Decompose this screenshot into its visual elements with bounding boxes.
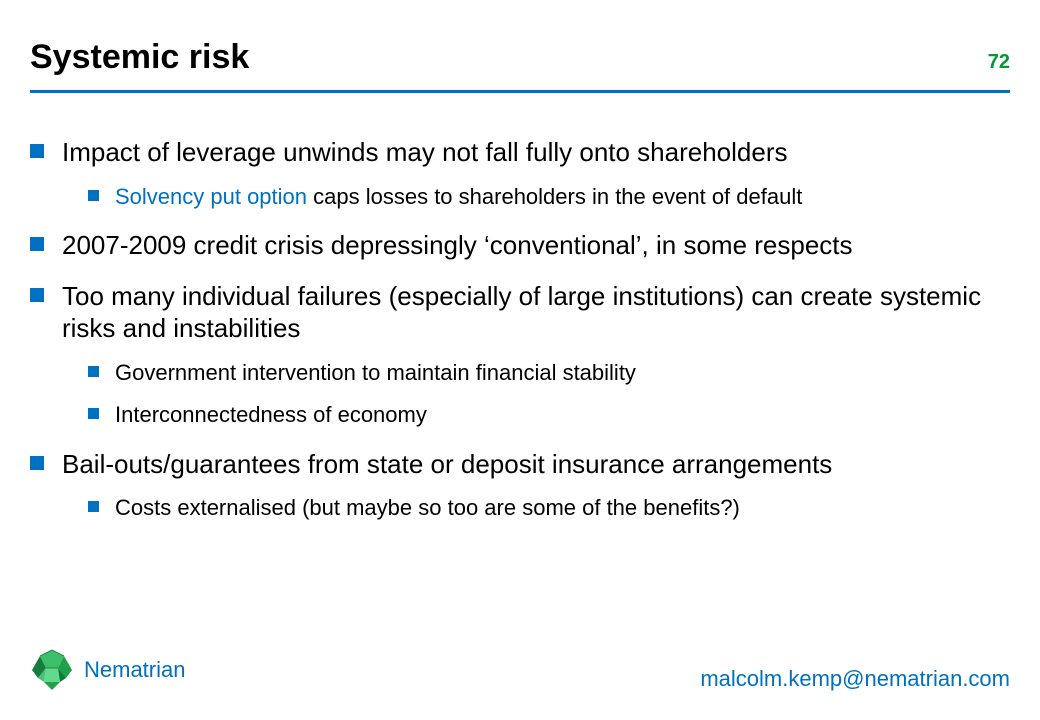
square-bullet-icon — [30, 456, 44, 470]
bullet-text: 2007-2009 credit crisis depressingly ‘co… — [62, 229, 853, 262]
page-number: 72 — [988, 51, 1010, 74]
bullet-l1: Impact of leverage unwinds may not fall … — [30, 136, 1010, 169]
title-rule — [30, 90, 1010, 93]
geodesic-sphere-icon — [30, 648, 74, 692]
slide: Systemic risk 72 Impact of leverage unwi… — [0, 0, 1040, 720]
square-bullet-icon — [88, 501, 99, 512]
square-bullet-icon — [30, 237, 44, 251]
brand: Nematrian — [30, 648, 185, 692]
bullet-text: Interconnectedness of economy — [115, 401, 427, 430]
bullet-l2: Solvency put option caps losses to share… — [88, 183, 1010, 212]
bullet-text: Costs externalised (but maybe so too are… — [115, 494, 740, 523]
square-bullet-icon — [30, 144, 44, 158]
bullet-l1: Bail-outs/guarantees from state or depos… — [30, 448, 1010, 481]
bullet-text: Bail-outs/guarantees from state or depos… — [62, 448, 832, 481]
bullet-l1: 2007-2009 credit crisis depressingly ‘co… — [30, 229, 1010, 262]
square-bullet-icon — [30, 288, 44, 302]
brand-name: Nematrian — [84, 657, 185, 683]
square-bullet-icon — [88, 366, 99, 377]
square-bullet-icon — [88, 190, 99, 201]
header: Systemic risk 72 — [30, 38, 1010, 77]
slide-title: Systemic risk — [30, 38, 249, 77]
footer: Nematrian malcolm.kemp@nematrian.com — [30, 648, 1010, 692]
square-bullet-icon — [88, 408, 99, 419]
body: Impact of leverage unwinds may not fall … — [30, 118, 1010, 529]
bullet-text: Government intervention to maintain fina… — [115, 359, 636, 388]
contact-email: malcolm.kemp@nematrian.com — [700, 666, 1010, 692]
bullet-text-rest: caps losses to shareholders in the event… — [307, 184, 802, 209]
bullet-l2: Interconnectedness of economy — [88, 401, 1010, 430]
bullet-l2: Government intervention to maintain fina… — [88, 359, 1010, 388]
bullet-text: Solvency put option caps losses to share… — [115, 183, 802, 212]
bullet-text: Too many individual failures (especially… — [62, 280, 1010, 345]
bullet-text: Impact of leverage unwinds may not fall … — [62, 136, 788, 169]
bullet-l1: Too many individual failures (especially… — [30, 280, 1010, 345]
highlight-term: Solvency put option — [115, 184, 307, 209]
bullet-l2: Costs externalised (but maybe so too are… — [88, 494, 1010, 523]
